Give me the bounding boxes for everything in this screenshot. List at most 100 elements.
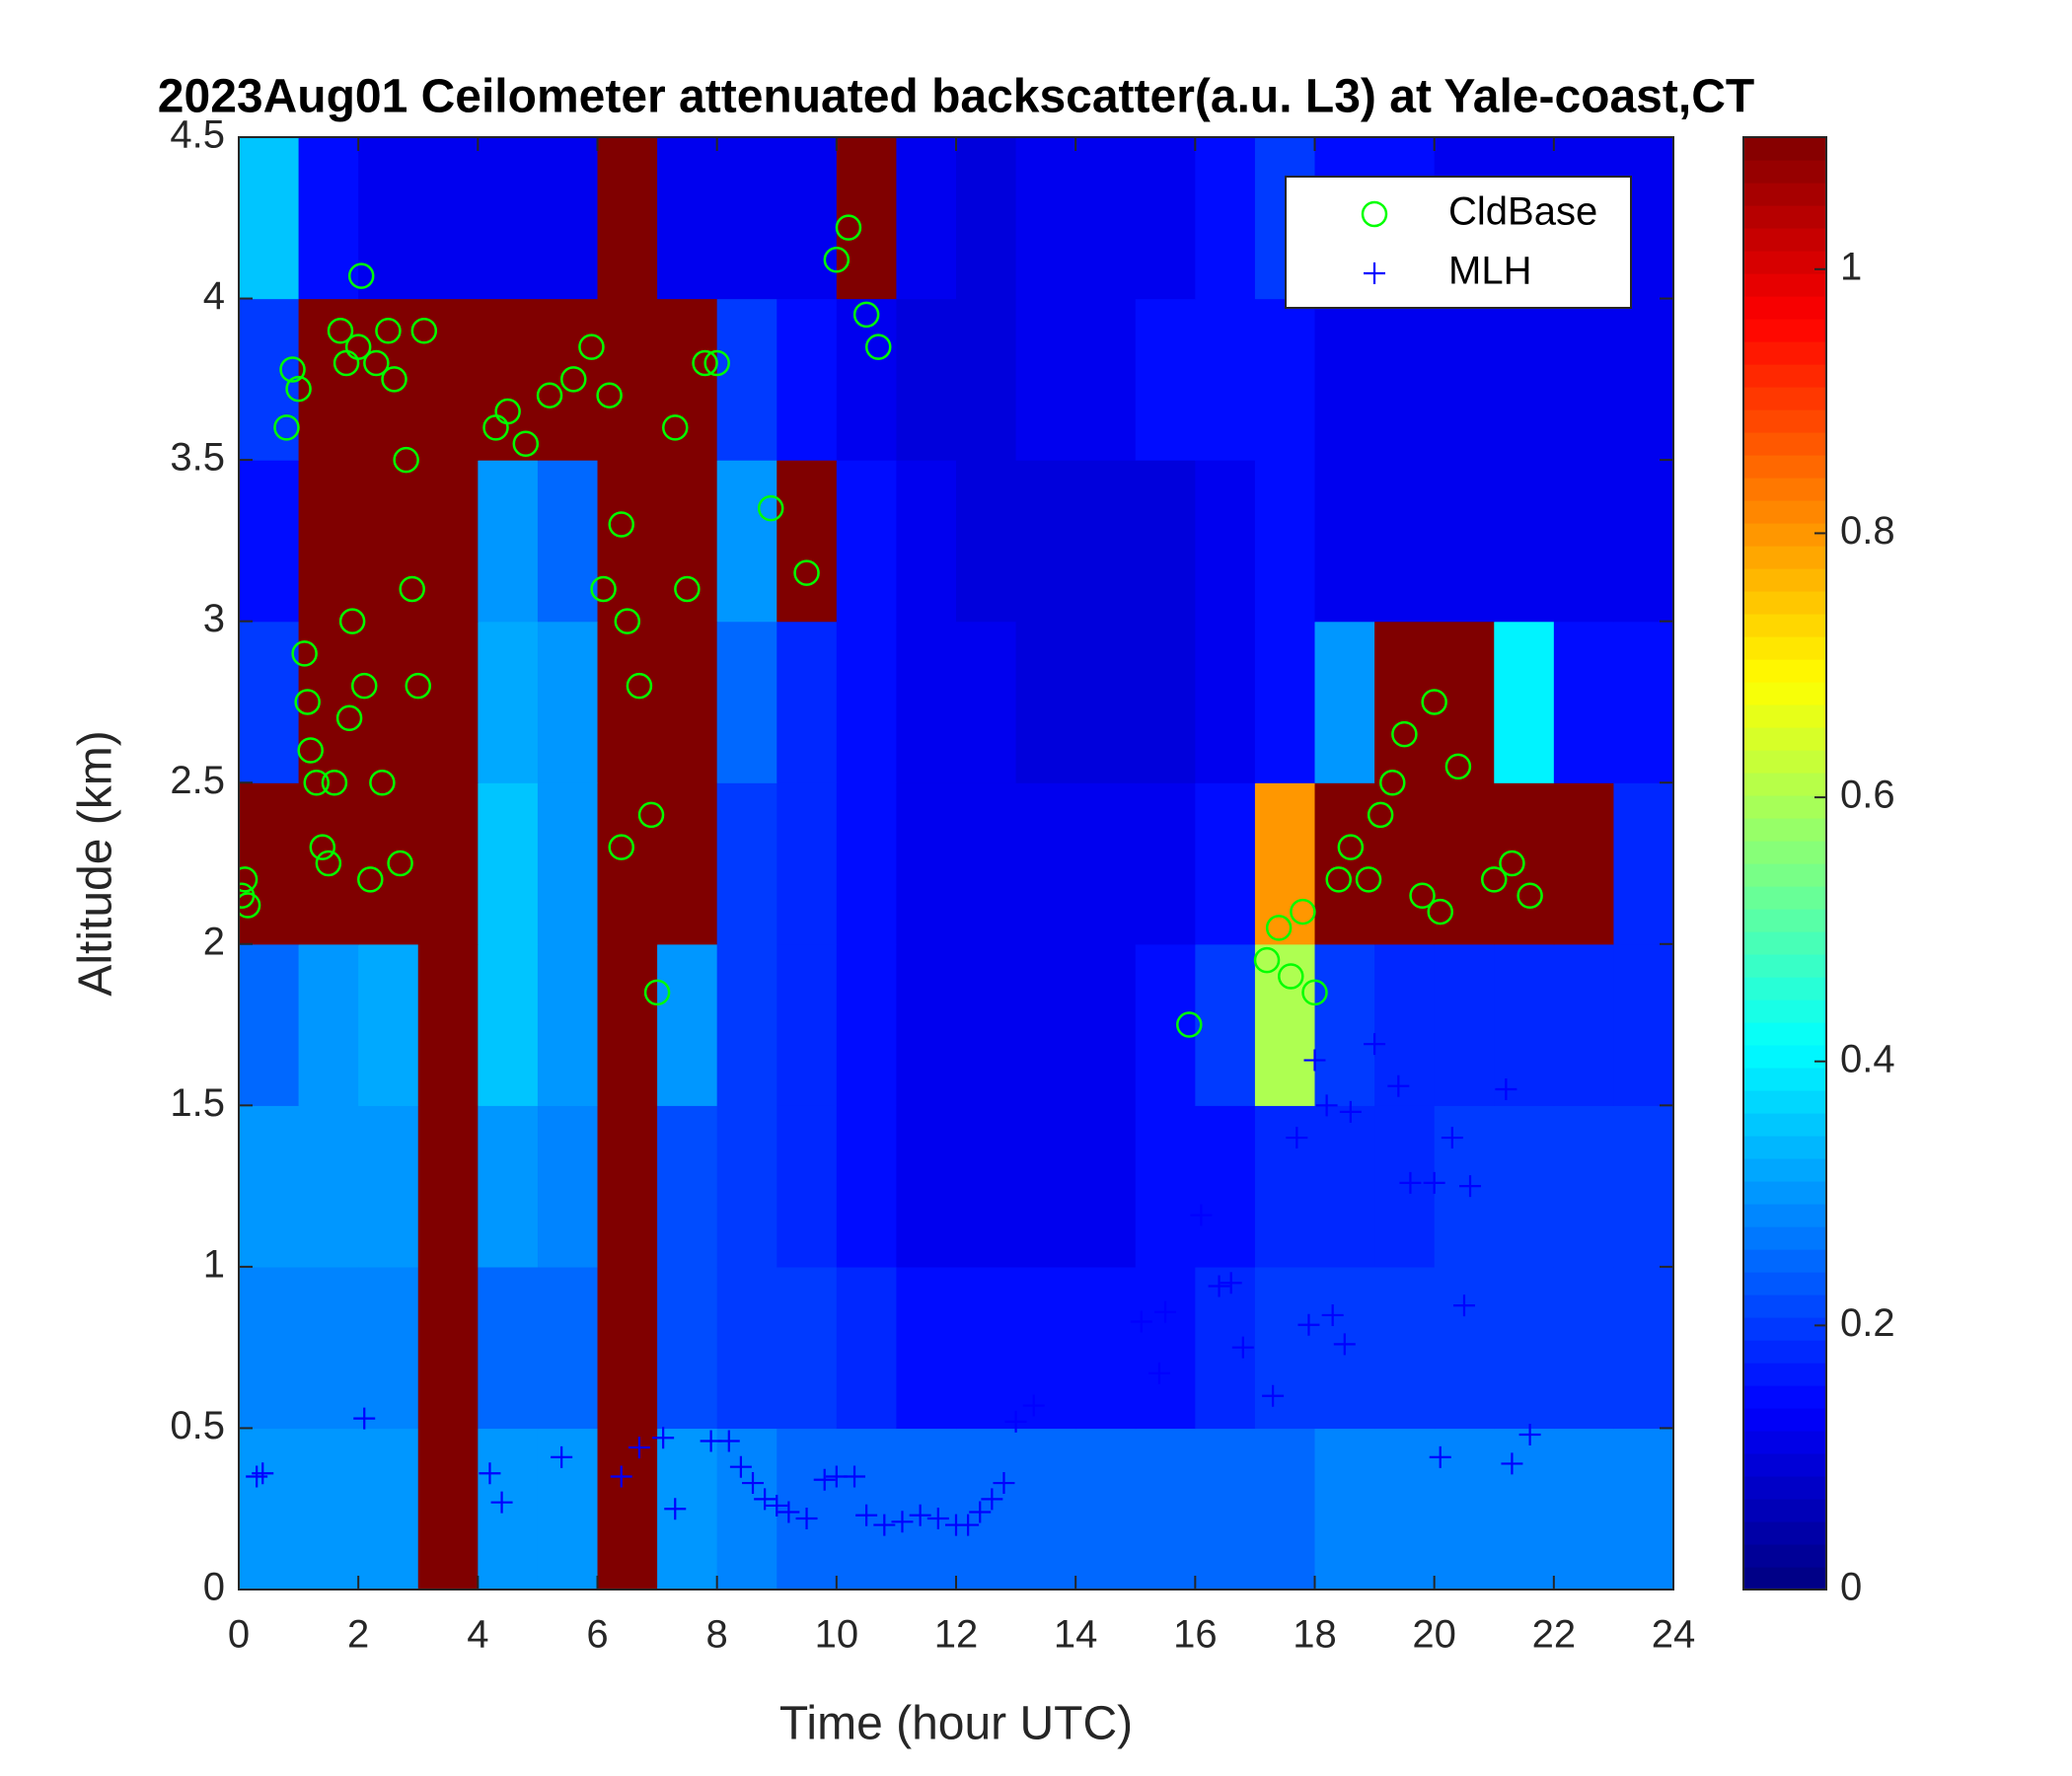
heatmap-cell [657, 1266, 718, 1430]
heatmap-cell [896, 1105, 957, 1268]
heatmap-cell [239, 1266, 300, 1430]
heatmap-cell [896, 782, 957, 945]
cloud-base-marker [852, 301, 880, 329]
heatmap-cell [1015, 460, 1076, 623]
colorbar-step [1743, 364, 1826, 388]
mlh-marker [353, 1407, 376, 1430]
cloud-base-marker [279, 356, 306, 383]
colorbar-step [1743, 841, 1826, 864]
heatmap-cell [836, 460, 898, 623]
mlh-marker [1387, 1074, 1410, 1097]
heatmap-cell [1075, 1428, 1137, 1590]
heatmap-cell [1195, 298, 1256, 461]
colorbar-step [1743, 387, 1826, 410]
cloud-base-marker [321, 769, 348, 796]
cloud-base-marker [662, 414, 689, 441]
heatmap-cell [597, 782, 658, 945]
cloud-base-marker [375, 318, 402, 344]
cloud-base-marker [285, 375, 312, 403]
x-tick-label: 2 [347, 1613, 369, 1657]
colorbar-step [1743, 1431, 1826, 1454]
cloud-base-marker [344, 333, 372, 360]
colorbar-step [1743, 1181, 1826, 1205]
mlh-marker [981, 1488, 1003, 1511]
heatmap-cell [1494, 1105, 1555, 1268]
mlh-marker [873, 1514, 896, 1536]
colorbar-step [1743, 296, 1826, 320]
colorbar-step [1743, 251, 1826, 274]
colorbar-step [1743, 319, 1826, 342]
heatmap-cell [1494, 460, 1555, 623]
heatmap-cell [478, 782, 539, 945]
heatmap-cell [1195, 782, 1256, 945]
y-tick-label: 0.5 [170, 1404, 225, 1447]
heatmap-cell [239, 137, 300, 300]
heatmap-cell [597, 1105, 658, 1268]
heatmap-cell [657, 137, 718, 300]
cloud-base-marker [1379, 769, 1406, 796]
colorbar-step [1743, 636, 1826, 660]
cloud-base-marker [369, 769, 396, 796]
colorbar-step [1743, 1045, 1826, 1069]
colorbar-step [1743, 1272, 1826, 1295]
y-tick-label: 4 [203, 274, 225, 318]
cloud-base-marker [399, 575, 425, 603]
heatmap-cell [1434, 1266, 1495, 1430]
mlh-marker [1130, 1310, 1152, 1333]
heatmap-cell [597, 1266, 658, 1430]
colorbar-step [1743, 1158, 1826, 1182]
cloud-base-marker [303, 769, 331, 796]
colorbar-step [1743, 228, 1826, 252]
heatmap-cell [537, 298, 599, 461]
heatmap-cell [1613, 1428, 1673, 1590]
axes: 0 2 4 6 8 10 12 14 16 18 20 22 2400.511.522.533.544.… [170, 113, 1894, 1657]
heatmap-cell [956, 298, 1017, 461]
mlh-marker [993, 1472, 1015, 1495]
heatmap-cell [478, 1428, 539, 1590]
colorbar-step [1743, 773, 1826, 796]
cloud-base-marker [608, 834, 634, 860]
heatmap-cell [896, 460, 957, 623]
heatmap-cell [1613, 1105, 1673, 1268]
colorbar-tick-label: 0.2 [1840, 1301, 1895, 1345]
legend-marker [1364, 262, 1385, 284]
heatmap-cell [956, 1266, 1017, 1430]
cloud-base-marker [626, 672, 653, 700]
mlh-marker [1303, 1049, 1326, 1072]
cloud-base-marker [1367, 801, 1394, 829]
cloud-base-marker [692, 349, 718, 377]
heatmap-cell [417, 137, 479, 300]
cloud-base-marker [536, 382, 563, 408]
colorbar-step [1743, 977, 1826, 1000]
cloud-base-marker [273, 414, 300, 441]
heatmap-cell [1254, 1266, 1316, 1430]
heatmap-cell [1374, 1266, 1436, 1430]
heatmap-cell [478, 1266, 539, 1430]
y-tick-label: 4.5 [170, 113, 225, 157]
heatmap-cell [597, 298, 658, 461]
colorbar-step [1743, 727, 1826, 751]
heatmap-cell [956, 1105, 1017, 1268]
mlh-marker [1022, 1394, 1045, 1417]
heatmap-cell [417, 943, 479, 1106]
heatmap-cell [1015, 137, 1076, 300]
cloud-base-marker [291, 640, 318, 667]
x-tick-label: 22 [1532, 1613, 1577, 1657]
cloud-base-marker [315, 850, 342, 877]
colorbar-step [1743, 1226, 1826, 1250]
mlh-marker [1315, 1094, 1338, 1117]
x-tick-label: 16 [1173, 1613, 1218, 1657]
heatmap-cell [1254, 1428, 1316, 1590]
heatmap-cell [896, 621, 957, 783]
heatmap-cell [537, 1428, 599, 1590]
colorbar-step [1743, 546, 1826, 569]
heatmap-cell [298, 460, 359, 623]
mlh-marker [610, 1465, 632, 1488]
cloud-base-marker [494, 398, 521, 425]
heatmap-cell [1135, 460, 1196, 623]
cloud-base-marker [793, 559, 820, 586]
mlh-marker [891, 1511, 914, 1533]
legend-label: MLH [1448, 250, 1531, 293]
mlh-marker [551, 1445, 573, 1468]
heatmap-cell [777, 137, 838, 300]
